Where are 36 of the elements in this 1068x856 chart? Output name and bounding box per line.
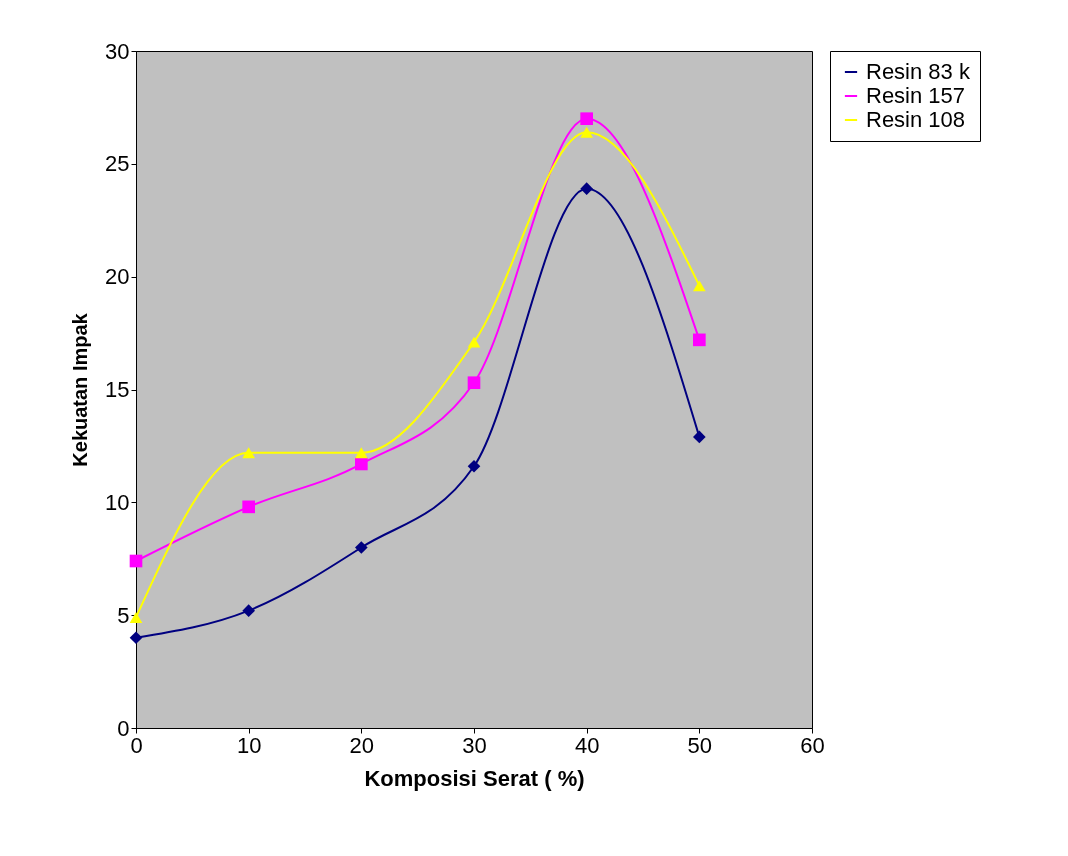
y-tick-label: 15 bbox=[105, 377, 130, 402]
y-tick-label: 10 bbox=[105, 489, 130, 515]
x-tick-label: 30 bbox=[462, 732, 487, 758]
point bbox=[693, 333, 706, 347]
point bbox=[355, 457, 368, 471]
point bbox=[129, 554, 143, 568]
point bbox=[129, 611, 143, 623]
point bbox=[242, 604, 255, 617]
point bbox=[580, 112, 593, 126]
point bbox=[242, 500, 255, 514]
point bbox=[693, 430, 706, 444]
x-tick-label: 50 bbox=[687, 732, 713, 758]
point bbox=[580, 182, 593, 195]
point bbox=[355, 541, 368, 554]
legend-label: Resin 108 bbox=[866, 107, 966, 132]
point bbox=[129, 631, 143, 645]
point bbox=[693, 280, 706, 292]
y-tick-label: 30 bbox=[105, 38, 130, 64]
x-tick-label: 10 bbox=[236, 732, 262, 758]
y-tick-label: 20 bbox=[105, 264, 130, 290]
y-axis-title: Kekuatan Impak bbox=[69, 312, 92, 467]
point bbox=[467, 376, 481, 390]
point bbox=[355, 447, 368, 459]
x-tick-label: 60 bbox=[800, 732, 825, 758]
point bbox=[467, 459, 481, 473]
legend-label: Resin 157 bbox=[866, 83, 966, 108]
point bbox=[580, 126, 593, 138]
legend-label: Resin 83 k bbox=[866, 59, 971, 84]
x-axis-title: Komposisi Serat ( %) bbox=[364, 765, 585, 791]
point bbox=[467, 336, 481, 348]
point bbox=[242, 447, 255, 459]
y-tick-label: 5 bbox=[117, 602, 130, 628]
x-tick-label: 40 bbox=[574, 732, 600, 758]
x-tick-label: 20 bbox=[349, 732, 375, 758]
y-tick-label: 0 bbox=[117, 715, 130, 741]
y-tick-label: 25 bbox=[105, 151, 130, 177]
